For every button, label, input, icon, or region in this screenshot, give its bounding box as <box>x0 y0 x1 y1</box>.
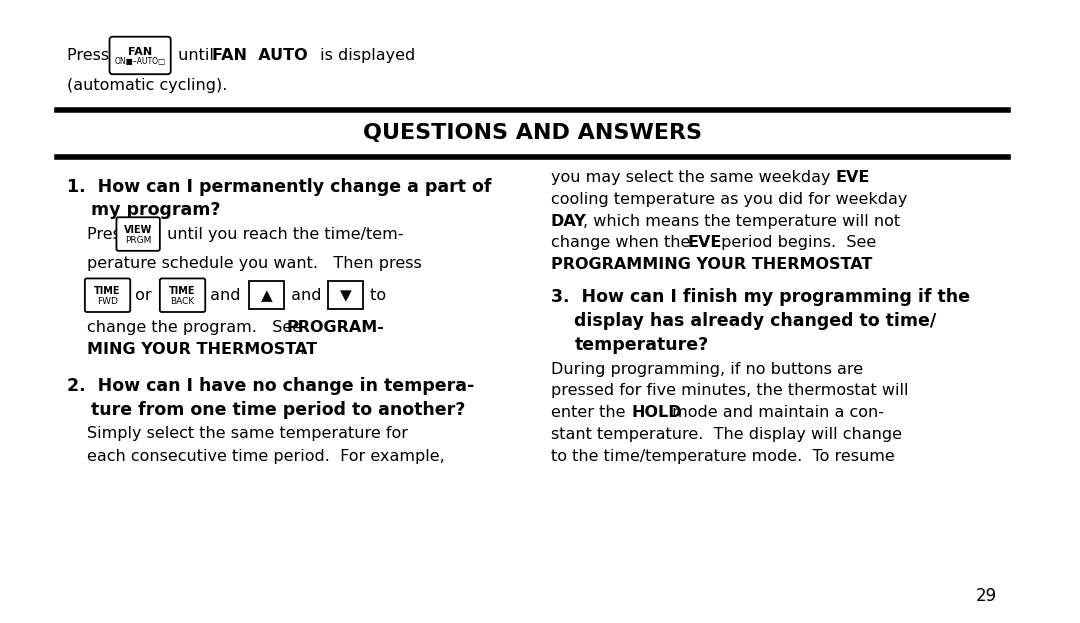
Text: FWD: FWD <box>97 297 118 307</box>
Text: 3.  How can I finish my programming if the: 3. How can I finish my programming if th… <box>551 288 970 307</box>
Text: until: until <box>173 48 218 63</box>
Text: EVE: EVE <box>836 170 870 185</box>
Text: PROGRAMMING YOUR THERMOSTAT: PROGRAMMING YOUR THERMOSTAT <box>551 257 872 272</box>
FancyBboxPatch shape <box>85 278 131 312</box>
Text: ON■–AUTO□: ON■–AUTO□ <box>114 57 165 66</box>
Text: change when the: change when the <box>551 235 696 250</box>
FancyBboxPatch shape <box>248 282 284 309</box>
Text: ▲: ▲ <box>260 288 272 303</box>
Text: MING YOUR THERMOSTAT: MING YOUR THERMOSTAT <box>86 342 316 357</box>
Text: PRGM: PRGM <box>125 236 151 245</box>
Text: EVE: EVE <box>688 235 723 250</box>
Text: mode and maintain a con-: mode and maintain a con- <box>667 405 885 420</box>
Text: , which means the temperature will not: , which means the temperature will not <box>583 214 901 229</box>
Text: FAN  AUTO: FAN AUTO <box>212 48 308 63</box>
Text: change the program.   See: change the program. See <box>86 320 307 335</box>
Text: 2.  How can I have no change in tempera-: 2. How can I have no change in tempera- <box>67 377 474 395</box>
Text: enter the: enter the <box>551 405 631 420</box>
Text: display has already changed to time/: display has already changed to time/ <box>575 312 936 330</box>
Text: 29: 29 <box>975 587 997 605</box>
Text: .: . <box>299 342 305 357</box>
FancyBboxPatch shape <box>109 37 171 74</box>
Text: or: or <box>131 288 157 303</box>
Text: BACK: BACK <box>171 297 194 307</box>
FancyBboxPatch shape <box>327 282 363 309</box>
Text: DAY: DAY <box>551 214 586 229</box>
Text: and: and <box>286 288 327 303</box>
Text: HOLD: HOLD <box>632 405 683 420</box>
Text: until you reach the time/tem-: until you reach the time/tem- <box>162 227 403 242</box>
Text: PROGRAM-: PROGRAM- <box>286 320 384 335</box>
Text: .: . <box>845 257 850 272</box>
Text: pressed for five minutes, the thermostat will: pressed for five minutes, the thermostat… <box>551 383 908 399</box>
Text: and: and <box>205 288 246 303</box>
Text: FAN: FAN <box>129 47 152 57</box>
Text: ture from one time period to another?: ture from one time period to another? <box>91 401 465 419</box>
Text: cooling temperature as you did for weekday: cooling temperature as you did for weekd… <box>551 192 907 207</box>
Text: temperature?: temperature? <box>575 336 708 354</box>
Text: perature schedule you want.   Then press: perature schedule you want. Then press <box>86 256 421 271</box>
Text: each consecutive time period.  For example,: each consecutive time period. For exampl… <box>86 449 445 464</box>
Text: During programming, if no buttons are: During programming, if no buttons are <box>551 362 863 377</box>
Text: (automatic cycling).: (automatic cycling). <box>67 77 228 93</box>
Text: QUESTIONS AND ANSWERS: QUESTIONS AND ANSWERS <box>363 123 702 143</box>
Text: to the time/temperature mode.  To resume: to the time/temperature mode. To resume <box>551 449 894 464</box>
Text: TIME: TIME <box>170 286 195 296</box>
FancyBboxPatch shape <box>117 217 160 251</box>
Text: stant temperature.  The display will change: stant temperature. The display will chan… <box>551 427 902 442</box>
Text: my program?: my program? <box>91 201 220 219</box>
FancyBboxPatch shape <box>160 278 205 312</box>
Text: Simply select the same temperature for: Simply select the same temperature for <box>86 426 408 441</box>
Text: Press: Press <box>67 48 114 63</box>
Text: VIEW: VIEW <box>124 225 152 235</box>
Text: ▼: ▼ <box>339 288 351 303</box>
Text: to: to <box>365 288 387 303</box>
Text: 1.  How can I permanently change a part of: 1. How can I permanently change a part o… <box>67 178 491 196</box>
Text: you may select the same weekday: you may select the same weekday <box>551 170 835 185</box>
Text: is displayed: is displayed <box>314 48 415 63</box>
Text: period begins.  See: period begins. See <box>716 235 877 250</box>
Text: TIME: TIME <box>94 286 121 296</box>
Text: Press: Press <box>86 227 134 242</box>
